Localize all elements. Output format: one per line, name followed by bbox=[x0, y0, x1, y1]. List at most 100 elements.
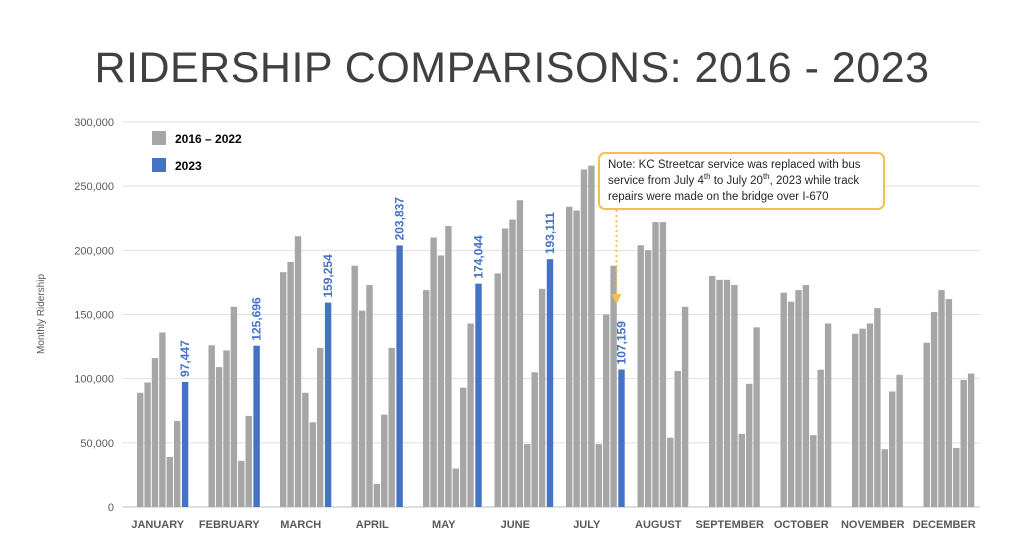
bar-past bbox=[802, 284, 810, 507]
bar-past bbox=[889, 391, 896, 507]
service-note: Note: KC Streetcar service was replaced … bbox=[598, 152, 885, 210]
note-sup-2: th bbox=[762, 172, 770, 182]
bar-past bbox=[509, 219, 516, 508]
bar-past bbox=[810, 435, 817, 507]
bar-past bbox=[366, 284, 373, 507]
bar-past bbox=[351, 265, 358, 507]
category-label: OCTOBER bbox=[774, 519, 829, 531]
bar-past bbox=[208, 345, 215, 507]
category-label: APRIL bbox=[356, 519, 389, 531]
bar-past bbox=[874, 308, 881, 507]
bar-past bbox=[287, 261, 294, 507]
bar-past bbox=[945, 299, 953, 507]
y-tick-label: 250,000 bbox=[74, 181, 114, 193]
bar-past bbox=[381, 414, 388, 507]
bar-2023 bbox=[253, 345, 260, 507]
bar-past bbox=[358, 310, 366, 507]
bar-past bbox=[881, 449, 888, 507]
bar-past bbox=[953, 447, 960, 507]
bar-past bbox=[817, 369, 824, 507]
bar-past bbox=[302, 392, 309, 507]
category-label: MAY bbox=[432, 519, 456, 531]
note-text-1: Note: KC Streetcar service was replaced … bbox=[608, 159, 861, 187]
bar-past bbox=[753, 327, 760, 507]
legend-swatch-2023 bbox=[152, 158, 166, 172]
bar-past bbox=[610, 265, 617, 507]
bar-past bbox=[588, 165, 595, 507]
note-text-3: , 2023 while track repairs were made on … bbox=[608, 175, 860, 203]
legend-label-past: 2016 – 2022 bbox=[175, 132, 242, 146]
bar-past bbox=[423, 290, 430, 507]
y-tick-label: 300,000 bbox=[74, 117, 114, 129]
bar-past bbox=[896, 374, 903, 507]
bar-past bbox=[294, 236, 302, 507]
bar-past bbox=[795, 290, 802, 507]
y-axis-label: Monthly Ridership bbox=[36, 274, 47, 354]
bar-past bbox=[223, 350, 230, 507]
y-tick-label: 100,000 bbox=[74, 374, 114, 386]
bar-past bbox=[144, 382, 151, 507]
bar-past bbox=[644, 250, 652, 508]
category-label: JANUARY bbox=[131, 519, 184, 531]
bar-past bbox=[852, 333, 859, 507]
bar-past bbox=[494, 273, 501, 507]
page-title: RIDERSHIP COMPARISONS: 2016 - 2023 bbox=[94, 44, 930, 92]
bar-past bbox=[151, 358, 159, 507]
bar-past bbox=[531, 372, 538, 507]
bar-past bbox=[317, 347, 324, 507]
bar-past bbox=[238, 460, 245, 507]
bar-past bbox=[603, 314, 610, 507]
legend-swatch-past bbox=[152, 131, 166, 145]
bar-past bbox=[538, 288, 546, 507]
bar-past bbox=[746, 383, 753, 507]
bar-past bbox=[430, 237, 437, 507]
category-label: DECEMBER bbox=[913, 519, 976, 531]
bar-past bbox=[731, 284, 738, 507]
bar-past bbox=[938, 290, 945, 507]
category-label: FEBRUARY bbox=[199, 519, 260, 531]
category-label: MARCH bbox=[280, 519, 321, 531]
bar-past bbox=[280, 272, 287, 507]
bar-past bbox=[652, 222, 659, 507]
bar-past bbox=[373, 483, 381, 507]
bar-past bbox=[967, 373, 975, 507]
bar-past bbox=[681, 306, 689, 507]
data-label-2023: 107,159 bbox=[615, 321, 629, 365]
bar-past bbox=[309, 422, 316, 507]
bar-past bbox=[174, 421, 181, 507]
bar-past bbox=[437, 255, 445, 507]
y-tick-label: 50,000 bbox=[80, 438, 114, 450]
bar-2023 bbox=[618, 369, 625, 507]
data-label-2023: 203,837 bbox=[393, 197, 407, 241]
bar-past bbox=[859, 328, 866, 507]
bar-past bbox=[501, 228, 509, 507]
bar-past bbox=[580, 169, 588, 507]
category-label: AUGUST bbox=[635, 519, 682, 531]
bar-past bbox=[923, 342, 930, 507]
bar-past bbox=[573, 210, 580, 508]
data-label-2023: 159,254 bbox=[321, 254, 335, 298]
note-text-2: to July 20 bbox=[710, 175, 763, 187]
legend-label-2023: 2023 bbox=[175, 159, 202, 173]
bar-past bbox=[467, 323, 474, 507]
bar-past bbox=[787, 301, 795, 507]
bar-past bbox=[780, 292, 787, 507]
bar-past bbox=[738, 433, 745, 507]
bar-past bbox=[137, 392, 144, 507]
bar-past bbox=[445, 225, 452, 507]
bar-past bbox=[595, 444, 602, 507]
bar-past bbox=[659, 222, 667, 507]
category-label: SEPTEMBER bbox=[696, 519, 765, 531]
bar-past bbox=[245, 415, 252, 507]
note-arrow-head bbox=[611, 294, 622, 304]
data-label-2023: 97,447 bbox=[178, 340, 192, 377]
bar-past bbox=[159, 332, 166, 507]
data-label-2023: 174,044 bbox=[472, 235, 486, 279]
bar-2023 bbox=[546, 259, 554, 507]
bar-past bbox=[960, 379, 967, 507]
bar-past bbox=[930, 311, 938, 507]
bar-past bbox=[723, 279, 731, 507]
bar-past bbox=[524, 444, 531, 507]
bar-2023 bbox=[475, 283, 482, 507]
